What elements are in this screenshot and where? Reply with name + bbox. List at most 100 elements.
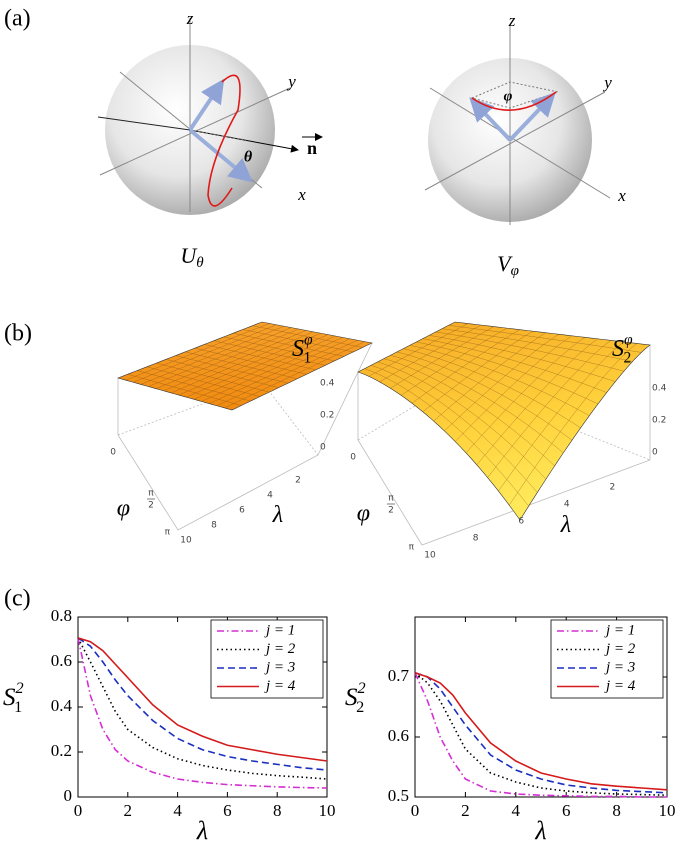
plot-frame xyxy=(414,616,668,798)
mesh-line xyxy=(390,355,564,454)
operator-sub: θ xyxy=(196,255,204,271)
lambda-tick-label: 6 xyxy=(518,517,524,527)
mesh-line xyxy=(509,343,638,506)
mesh-line xyxy=(377,361,547,480)
y-tick-label: 0.6 xyxy=(51,651,72,670)
title-sub: 1 xyxy=(304,349,312,366)
legend-label: j = 4 xyxy=(264,678,296,694)
title-sup: φ xyxy=(624,331,633,348)
operator-sub: φ xyxy=(511,263,519,279)
y-tick-label: 0.7 xyxy=(388,666,410,685)
lambda-tick-label: 2 xyxy=(610,483,616,493)
y-tick-label: 0.6 xyxy=(388,726,409,745)
mesh-line xyxy=(403,348,581,428)
x-tick-label: 0 xyxy=(411,801,420,820)
mesh-line xyxy=(125,323,270,381)
legend-box xyxy=(210,619,324,699)
legend-label: j = 3 xyxy=(264,659,295,675)
mesh-line xyxy=(194,347,307,375)
mesh-line xyxy=(444,334,560,432)
mesh-line xyxy=(401,327,508,396)
x-tick-label: 8 xyxy=(273,801,282,820)
legend-label: j = 4 xyxy=(604,678,636,694)
angle-label: φ xyxy=(504,88,513,104)
z-tick-label: 0 xyxy=(320,443,326,453)
axis-label: x xyxy=(297,185,306,204)
mesh-line xyxy=(379,324,482,383)
lambda-label: λ xyxy=(560,512,571,538)
series-line xyxy=(77,637,328,771)
lambda-tick-label: 10 xyxy=(424,551,436,561)
mesh-line xyxy=(193,335,336,400)
mesh-line xyxy=(178,333,321,396)
phi-tick-label: π xyxy=(409,543,415,553)
lambda-tick-label: 8 xyxy=(211,521,217,531)
z-tick-label: 0.4 xyxy=(320,379,335,389)
phi-tick-label: 2 xyxy=(148,501,154,511)
axis-label: z xyxy=(186,9,194,28)
axis-title: Sφ 1 xyxy=(292,331,313,366)
mesh-line xyxy=(204,344,317,370)
mesh-line xyxy=(442,328,633,362)
mesh-line xyxy=(224,341,365,409)
x-tick-label: 2 xyxy=(461,801,470,820)
lambda-tick-label: 6 xyxy=(239,506,245,516)
z-tick-label: 0.2 xyxy=(652,416,666,426)
mesh-line xyxy=(252,325,363,348)
mesh-line xyxy=(448,325,642,353)
series-line xyxy=(414,672,667,798)
phi-tick-label: π xyxy=(165,528,171,538)
y-tick-label: 0.2 xyxy=(51,741,72,760)
mesh-line xyxy=(465,337,586,453)
operator-base: U xyxy=(180,243,198,268)
sphere-diagram xyxy=(424,25,611,225)
axis-label: x xyxy=(617,186,626,205)
mesh-line xyxy=(396,351,573,441)
phi-tick-label: π xyxy=(388,494,394,504)
series-line xyxy=(77,637,328,780)
x-tick-label: 10 xyxy=(659,801,676,820)
panel-label: (a) xyxy=(4,6,31,32)
mesh-line xyxy=(201,337,343,402)
x-axis-label: λ xyxy=(196,816,208,845)
vector-label: n xyxy=(307,138,317,158)
x-tick-label: 0 xyxy=(74,801,83,820)
mesh-line xyxy=(383,358,555,466)
y-tick-label: 0.4 xyxy=(51,696,73,715)
operator-label: Uθ xyxy=(180,243,204,271)
legend-box xyxy=(550,619,664,699)
mesh-line xyxy=(455,335,573,442)
surface xyxy=(357,321,651,521)
box-edge xyxy=(357,345,651,546)
phi-tick-label: 0 xyxy=(350,453,356,463)
operator-label: Vφ xyxy=(497,251,519,279)
title-sup: 2 xyxy=(16,679,24,697)
mesh-line xyxy=(216,340,358,406)
x-tick-label: 6 xyxy=(562,801,571,820)
x-tick-label: 4 xyxy=(512,801,521,820)
y-tick-label: 0.8 xyxy=(51,606,72,625)
phi-label: φ xyxy=(357,501,370,527)
series-line xyxy=(77,637,328,789)
mesh-line xyxy=(148,327,292,387)
legend-label: j = 3 xyxy=(604,659,635,675)
mesh-line xyxy=(390,326,495,389)
mesh-line xyxy=(487,340,612,478)
title-sub: 2 xyxy=(624,349,632,366)
mesh-line xyxy=(429,335,616,382)
mesh-line xyxy=(127,374,242,406)
mesh-line xyxy=(433,332,547,422)
mesh-line xyxy=(156,362,270,393)
series-line xyxy=(414,672,668,794)
sphere-diagram xyxy=(97,18,299,215)
mesh-line xyxy=(498,341,625,492)
phi-tick-label: 0 xyxy=(110,448,116,458)
mesh-line xyxy=(416,341,599,405)
axis-title: Sφ 2 xyxy=(612,331,633,366)
title-base: S xyxy=(292,336,304,362)
x-tick-label: 2 xyxy=(124,801,133,820)
axis-label: z xyxy=(508,11,516,30)
operator-base: V xyxy=(497,251,513,276)
title-sup: 2 xyxy=(358,679,366,697)
